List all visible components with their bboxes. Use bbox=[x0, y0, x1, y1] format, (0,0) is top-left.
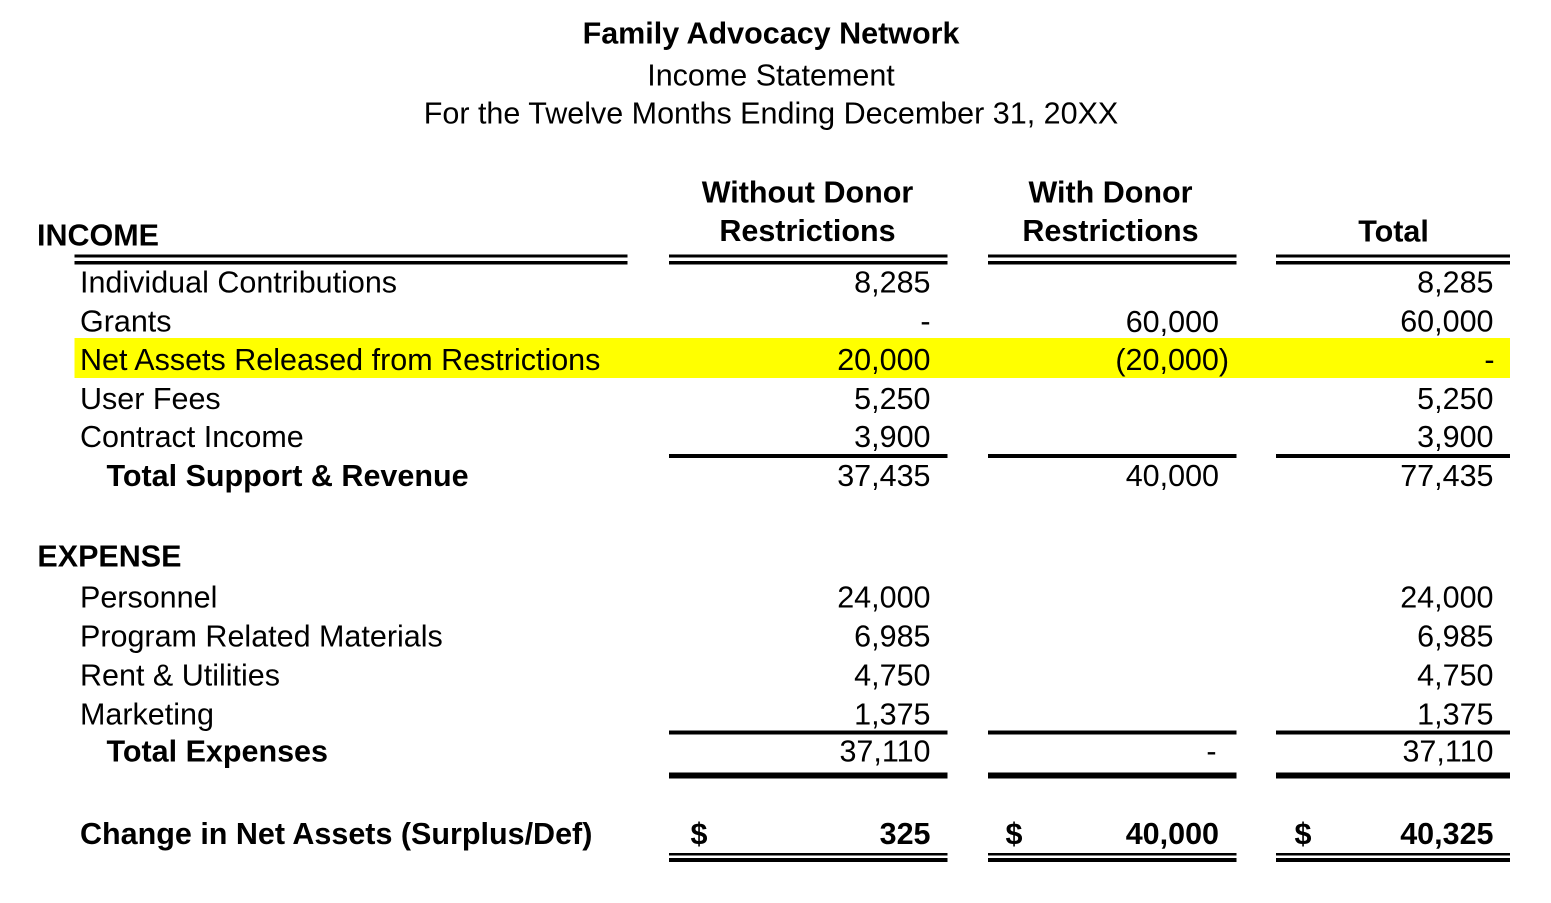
svg-text:8,285: 8,285 bbox=[854, 266, 930, 300]
svg-text:325: 325 bbox=[880, 817, 931, 851]
svg-text:With Donor: With Donor bbox=[1028, 176, 1192, 210]
svg-text:Restrictions: Restrictions bbox=[719, 214, 895, 248]
svg-text:-: - bbox=[1206, 734, 1216, 768]
svg-text:Total Expenses: Total Expenses bbox=[107, 734, 328, 768]
svg-text:-: - bbox=[920, 305, 930, 339]
svg-text:20,000: 20,000 bbox=[837, 343, 930, 377]
svg-text:60,000: 60,000 bbox=[1400, 305, 1493, 339]
svg-text:1,375: 1,375 bbox=[1417, 697, 1493, 731]
svg-text:Restrictions: Restrictions bbox=[1022, 214, 1198, 248]
svg-text:-: - bbox=[1484, 343, 1494, 377]
svg-text:24,000: 24,000 bbox=[1400, 580, 1493, 614]
svg-text:$: $ bbox=[1295, 817, 1312, 851]
svg-text:Family Advocacy Network: Family Advocacy Network bbox=[583, 17, 960, 51]
svg-text:Program Related Materials: Program Related Materials bbox=[80, 620, 443, 654]
svg-text:6,985: 6,985 bbox=[854, 620, 930, 654]
svg-text:Personnel: Personnel bbox=[80, 580, 217, 614]
svg-text:37,435: 37,435 bbox=[837, 459, 930, 493]
svg-text:Total Support & Revenue: Total Support & Revenue bbox=[107, 459, 469, 493]
svg-text:5,250: 5,250 bbox=[854, 382, 930, 416]
svg-text:3,900: 3,900 bbox=[1417, 420, 1493, 454]
svg-text:40,000: 40,000 bbox=[1126, 817, 1219, 851]
svg-text:Individual Contributions: Individual Contributions bbox=[80, 266, 397, 300]
svg-text:For the Twelve Months Ending D: For the Twelve Months Ending December 31… bbox=[424, 96, 1119, 130]
svg-text:Without Donor: Without Donor bbox=[702, 176, 914, 210]
svg-text:$: $ bbox=[691, 817, 708, 851]
svg-text:(20,000): (20,000) bbox=[1115, 343, 1229, 377]
svg-text:$: $ bbox=[1006, 817, 1023, 851]
svg-text:37,110: 37,110 bbox=[1402, 734, 1493, 768]
svg-text:Income Statement: Income Statement bbox=[647, 59, 895, 93]
svg-text:Grants: Grants bbox=[80, 305, 172, 339]
svg-text:4,750: 4,750 bbox=[854, 659, 930, 693]
svg-text:Contract Income: Contract Income bbox=[80, 420, 304, 454]
svg-text:24,000: 24,000 bbox=[837, 580, 930, 614]
svg-text:Net Assets Released from Restr: Net Assets Released from Restrictions bbox=[80, 343, 600, 377]
svg-text:EXPENSE: EXPENSE bbox=[37, 539, 181, 573]
svg-text:37,110: 37,110 bbox=[839, 734, 930, 768]
svg-text:User Fees: User Fees bbox=[80, 382, 221, 416]
svg-text:Change in Net Assets (Surplus/: Change in Net Assets (Surplus/Def) bbox=[80, 817, 592, 851]
svg-text:77,435: 77,435 bbox=[1400, 459, 1493, 493]
svg-text:4,750: 4,750 bbox=[1417, 659, 1493, 693]
svg-text:INCOME: INCOME bbox=[37, 219, 159, 253]
svg-text:40,325: 40,325 bbox=[1400, 817, 1493, 851]
svg-text:1,375: 1,375 bbox=[854, 697, 930, 731]
svg-text:8,285: 8,285 bbox=[1417, 266, 1493, 300]
svg-text:6,985: 6,985 bbox=[1417, 620, 1493, 654]
svg-text:3,900: 3,900 bbox=[854, 420, 930, 454]
svg-text:5,250: 5,250 bbox=[1417, 382, 1493, 416]
svg-text:Marketing: Marketing bbox=[80, 697, 214, 731]
svg-text:Rent & Utilities: Rent & Utilities bbox=[80, 659, 280, 693]
svg-text:60,000: 60,000 bbox=[1126, 305, 1219, 339]
svg-text:40,000: 40,000 bbox=[1126, 459, 1219, 493]
svg-text:Total: Total bbox=[1358, 215, 1429, 249]
